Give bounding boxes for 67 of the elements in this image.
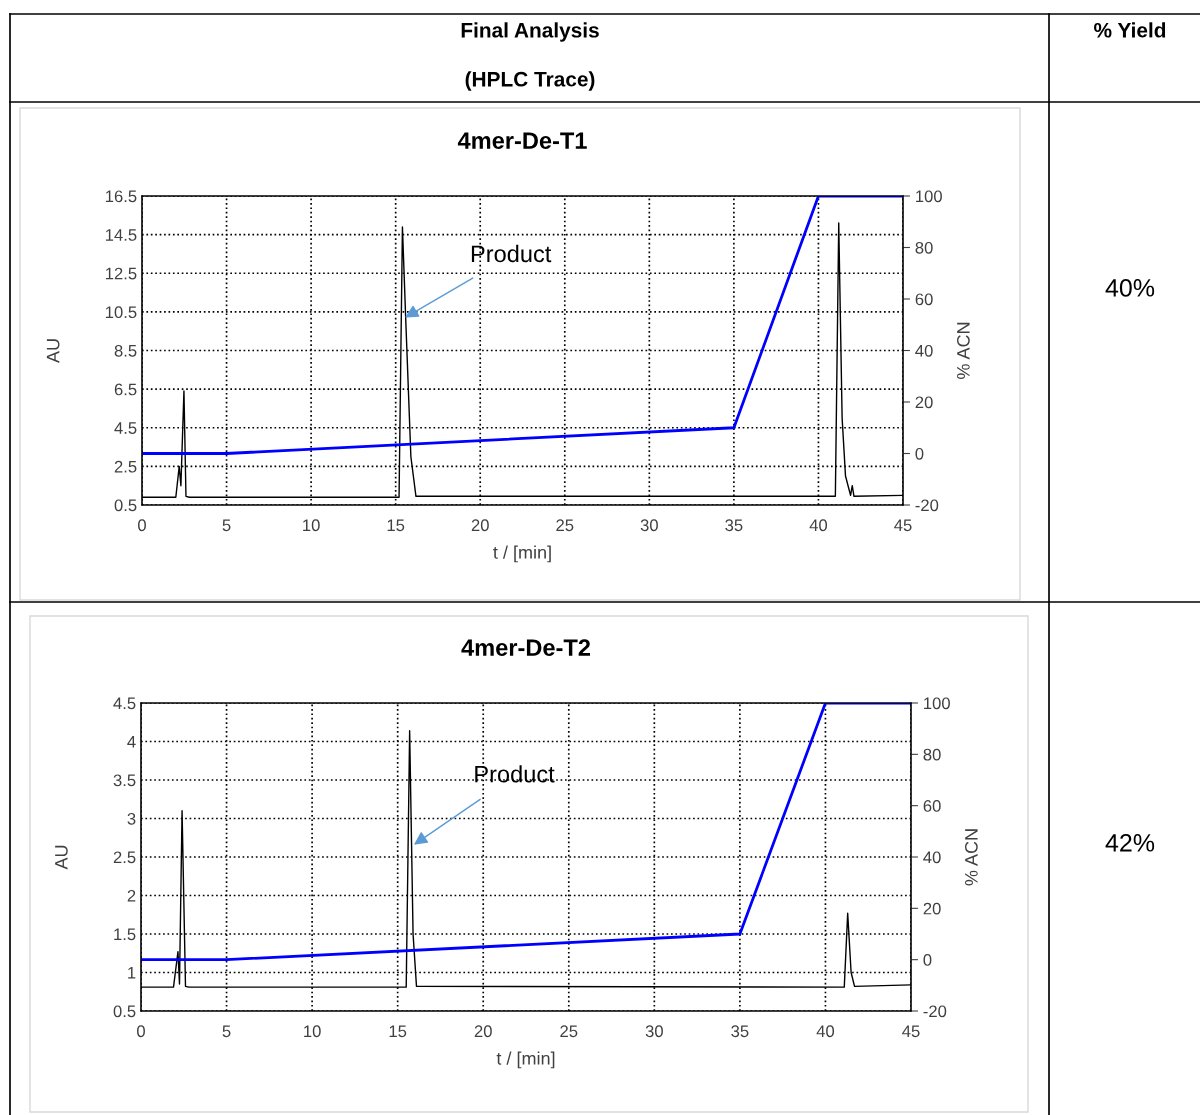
x-tick-label: 40 xyxy=(809,519,828,532)
y2-tick-label: -20 xyxy=(923,1005,947,1018)
x-tick-label: 5 xyxy=(222,1025,231,1038)
text: % Yield xyxy=(1094,22,1166,38)
chart-title: 4mer-De-T1 xyxy=(457,132,587,150)
y-tick-label: 3 xyxy=(127,812,136,825)
x-tick-label: 0 xyxy=(138,519,146,532)
y2-tick-label: 40 xyxy=(915,344,933,357)
y2-tick-label: 80 xyxy=(923,748,941,761)
x-tick-label: 30 xyxy=(645,1025,663,1038)
y2-axis-title: % ACN xyxy=(956,322,970,379)
annotation: Product xyxy=(471,244,552,263)
x-tick-label: 0 xyxy=(137,1025,145,1038)
y-tick-label: 1.5 xyxy=(114,928,136,941)
y-tick-label: 4 xyxy=(127,736,136,748)
x-tick-label: 15 xyxy=(389,1025,407,1038)
text: (HPLC Trace) xyxy=(465,71,595,91)
y-tick-label: 6.5 xyxy=(114,383,137,396)
text: Final Analysis xyxy=(461,22,599,42)
y2-tick-label: 20 xyxy=(915,396,933,409)
y-tick-label: 12.5 xyxy=(105,267,137,280)
y2-tick-label: 100 xyxy=(916,190,942,203)
x-tick-label: 40 xyxy=(816,1025,835,1038)
y-tick-label: 4.5 xyxy=(113,697,136,710)
x-tick-label: 45 xyxy=(902,1025,920,1038)
chart-title: 4mer-De-T2 xyxy=(461,639,591,657)
y-tick-label: 0.5 xyxy=(114,499,137,512)
x-tick-label: 30 xyxy=(640,519,658,532)
y-axis-title: AU xyxy=(46,339,60,363)
x-tick-label: 25 xyxy=(560,1025,578,1038)
text: 40% xyxy=(1105,279,1155,297)
annotation: Product xyxy=(475,765,555,783)
y-tick-label: 1 xyxy=(128,967,136,979)
x-tick-label: 20 xyxy=(471,519,489,532)
y-tick-label: 2.5 xyxy=(114,460,137,473)
y2-tick-label: 60 xyxy=(923,800,941,812)
y-tick-label: 16.5 xyxy=(105,190,137,203)
x-tick-label: 45 xyxy=(894,519,912,532)
x-tick-label: 10 xyxy=(304,1025,321,1038)
y-tick-label: 2.5 xyxy=(113,851,136,864)
y-axis-title: AU xyxy=(55,845,68,870)
y2-tick-label: 60 xyxy=(915,293,933,306)
y2-tick-label: 0 xyxy=(923,954,932,966)
y2-tick-label: 80 xyxy=(915,241,933,254)
y2-tick-label: -20 xyxy=(915,499,939,512)
x-axis-title: t / [min] xyxy=(493,545,551,563)
y-tick-label: 10.5 xyxy=(105,306,137,319)
y2-tick-label: 40 xyxy=(923,851,941,864)
y-tick-label: 2 xyxy=(127,889,136,902)
text: 42% xyxy=(1105,834,1155,852)
y-tick-label: 4.5 xyxy=(114,422,137,434)
y2-tick-label: 100 xyxy=(924,697,950,710)
x-axis-title: t / [min] xyxy=(496,1051,555,1069)
x-tick-label: 25 xyxy=(556,519,574,532)
x-tick-label: 10 xyxy=(303,519,320,532)
x-tick-label: 20 xyxy=(474,1025,492,1038)
x-tick-label: 15 xyxy=(387,519,405,532)
y-tick-label: 3.5 xyxy=(113,774,136,787)
x-tick-label: 35 xyxy=(731,1025,749,1038)
y-tick-label: 14.5 xyxy=(105,229,137,241)
y2-tick-label: 0 xyxy=(915,447,924,460)
x-tick-label: 35 xyxy=(725,519,743,532)
x-tick-label: 5 xyxy=(222,519,231,532)
y-tick-label: 0.5 xyxy=(113,1005,136,1018)
y2-axis-title: % ACN xyxy=(964,829,978,886)
y2-tick-label: 20 xyxy=(923,902,941,915)
y-tick-label: 8.5 xyxy=(114,344,137,357)
